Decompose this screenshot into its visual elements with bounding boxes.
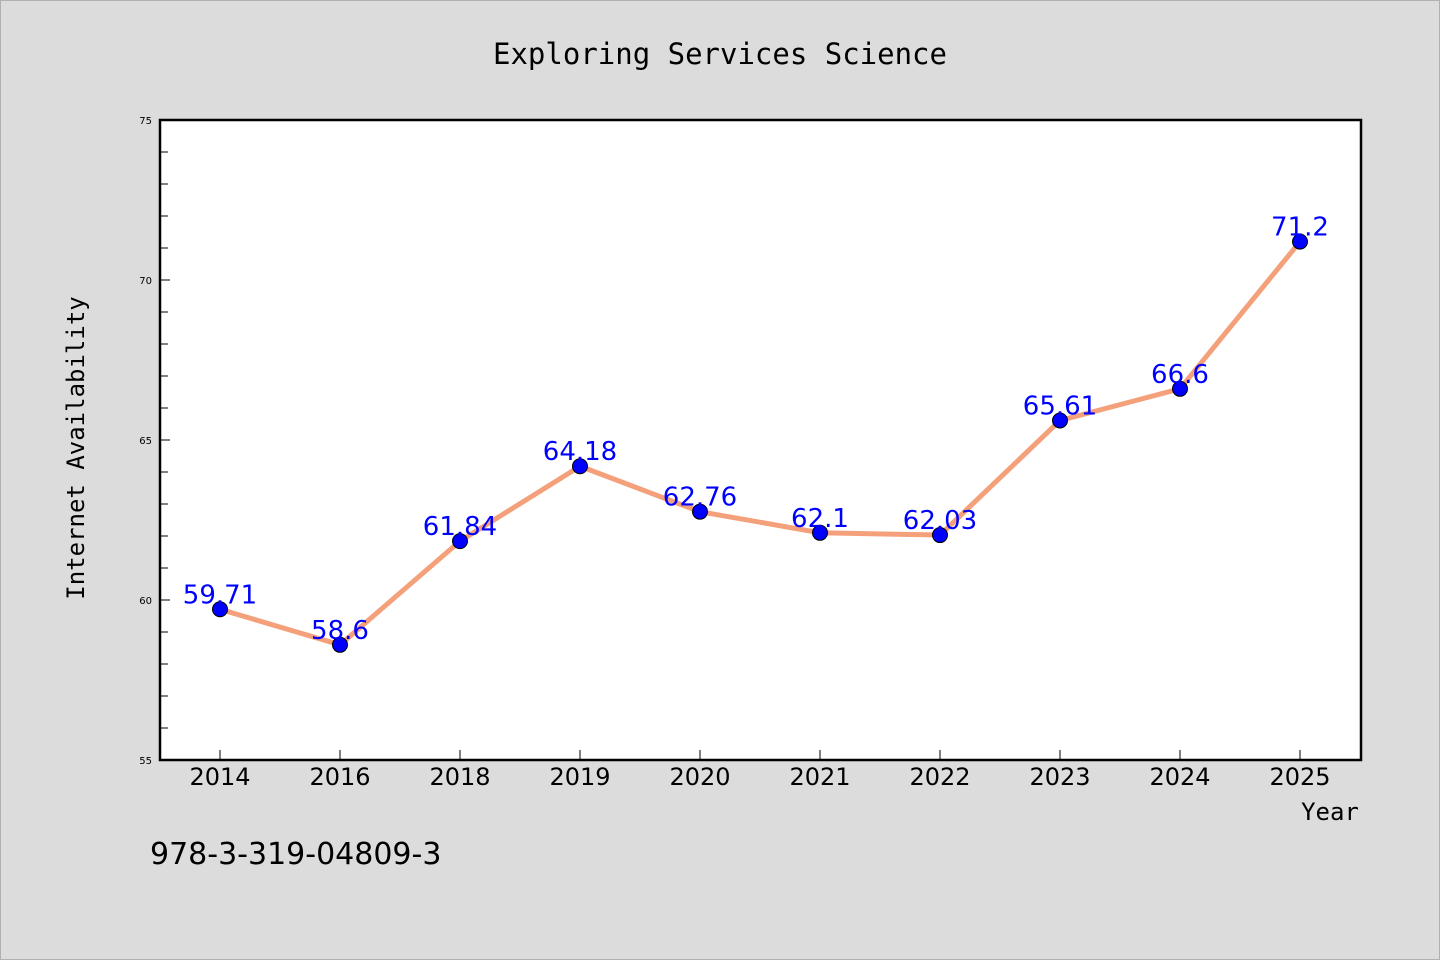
x-axis-label: Year bbox=[1301, 798, 1359, 826]
y-tick-label: 70 bbox=[139, 276, 152, 287]
marker-group bbox=[212, 233, 1308, 653]
data-point bbox=[452, 533, 468, 550]
x-tick-label: 2018 bbox=[429, 763, 490, 791]
x-tick-label: 2019 bbox=[549, 763, 610, 791]
data-point bbox=[1292, 233, 1308, 250]
data-label: 62.03 bbox=[903, 506, 977, 536]
x-tick-label: 2014 bbox=[189, 763, 250, 791]
series-line-group bbox=[217, 239, 1303, 648]
y-axis-label: Internet Availability bbox=[62, 296, 90, 599]
x-tick-label: 2020 bbox=[669, 763, 730, 791]
isbn-caption: 978-3-319-04809-3 bbox=[150, 837, 441, 872]
x-tick-label: 2025 bbox=[1269, 763, 1330, 791]
y-axis: 55 60 65 70 75 bbox=[139, 116, 170, 767]
data-label: 62.76 bbox=[663, 483, 737, 513]
y-tick-label: 75 bbox=[139, 116, 152, 127]
data-point bbox=[572, 458, 588, 475]
x-tick-label: 2023 bbox=[1029, 763, 1090, 791]
data-point bbox=[1052, 412, 1068, 429]
data-point bbox=[212, 601, 228, 618]
data-label: 58.6 bbox=[311, 616, 369, 646]
data-label: 71.2 bbox=[1271, 213, 1329, 243]
data-label: 64.18 bbox=[543, 437, 617, 467]
data-label: 62.1 bbox=[791, 504, 849, 534]
x-tick-label: 2016 bbox=[309, 763, 370, 791]
series-line bbox=[217, 239, 1303, 648]
data-point bbox=[1172, 380, 1188, 397]
x-tick-label: 2022 bbox=[909, 763, 970, 791]
data-label: 59.71 bbox=[183, 580, 257, 610]
x-axis: 2014 2016 2018 2019 2020 2021 2022 2023 2024 2025 bbox=[189, 750, 1331, 791]
x-tick-label: 2024 bbox=[1149, 763, 1210, 791]
data-label: 66.6 bbox=[1151, 360, 1209, 390]
y-tick-label: 65 bbox=[139, 436, 152, 447]
data-label: 61.84 bbox=[423, 512, 497, 542]
chart-title: Exploring Services Science bbox=[493, 37, 947, 71]
y-tick-label: 55 bbox=[139, 756, 152, 767]
data-point bbox=[932, 527, 948, 544]
data-point bbox=[692, 503, 708, 520]
data-point bbox=[812, 524, 828, 541]
data-label-group: 59.71 58.6 61.84 64.18 62.76 62.1 62.03 65.61 66… bbox=[183, 213, 1329, 646]
data-label: 65.61 bbox=[1023, 391, 1097, 421]
plot-area bbox=[158, 118, 1363, 762]
x-tick-label: 2021 bbox=[789, 763, 850, 791]
y-tick-label: 60 bbox=[139, 596, 152, 607]
data-point bbox=[332, 636, 348, 653]
